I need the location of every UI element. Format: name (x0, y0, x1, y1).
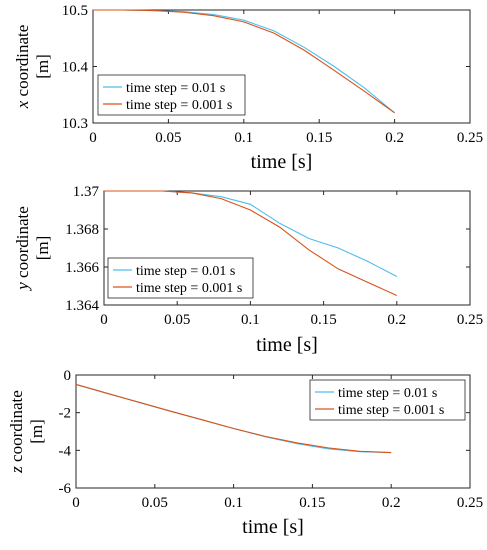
x-tick-label: 0.05 (142, 495, 168, 511)
y-axis-label-text: coordinate (13, 206, 32, 282)
x-tick-label: 0.15 (299, 495, 325, 511)
y-tick-label: 1.37 (73, 184, 100, 200)
legend-box (309, 379, 466, 421)
x-tick-label: 0.15 (306, 130, 332, 146)
x-tick-label: 0 (72, 495, 80, 511)
y-axis-label-variable: x (13, 100, 32, 109)
x-tick-label: 0.25 (457, 495, 483, 511)
legend-entry-1: time step = 0.01 s (126, 81, 225, 96)
y-tick-label: 10.4 (62, 60, 89, 76)
x-tick-label: 0.1 (241, 312, 260, 328)
chart-1: 0 0.05 0.1 0.15 0.2 0.25 10.3 10.4 10.5 time [s] x… (13, 3, 483, 173)
series-line-2 (75, 383, 392, 454)
x-tick-label: 0.2 (387, 312, 406, 328)
x-tick-label: 0 (89, 130, 97, 146)
x-tick-label: 0.15 (310, 312, 336, 328)
legend-box (97, 74, 246, 116)
y-tick-label: 1.364 (65, 298, 99, 314)
y-axis-unit: [m] (27, 419, 46, 444)
series-line-2 (93, 9, 395, 114)
y-axis-label: y coordinate (13, 206, 32, 292)
x-tick-label: 0.1 (234, 130, 253, 146)
x-axis-label: time [s] (242, 516, 304, 538)
y-tick-label: 1.368 (65, 222, 99, 238)
x-tick-label: 0 (100, 312, 108, 328)
y-axis-label-text: coordinate (7, 390, 26, 466)
x-tick-label: 0.2 (385, 130, 404, 146)
x-axis-label: time [s] (251, 151, 313, 173)
legend-entry-2: time step = 0.001 s (338, 403, 444, 418)
legend-entry-2: time step = 0.001 s (136, 281, 242, 296)
chart-3: 0 0.05 0.1 0.15 0.2 0.25 -6 -4 -2 0 time [s] z coor… (7, 368, 483, 538)
x-axis-label: time [s] (256, 334, 318, 356)
x-tick-label: 0.05 (164, 312, 190, 328)
series-line-2 (104, 190, 398, 297)
x-tick-label: 0.1 (224, 495, 243, 511)
y-tick-label: -4 (59, 443, 72, 459)
y-axis-label: z coordinate (7, 390, 26, 474)
y-tick-label: -2 (59, 406, 72, 422)
legend-entry-1: time step = 0.01 s (136, 264, 235, 279)
x-tick-label: 0.05 (155, 130, 181, 146)
y-axis-label-text: coordinate (13, 25, 32, 101)
y-tick-label: 10.3 (62, 116, 88, 132)
legend-entry-2: time step = 0.001 s (126, 98, 232, 113)
y-axis-label-variable: z (7, 466, 26, 474)
y-axis-label-variable: y (13, 282, 32, 292)
legend-box (107, 257, 254, 299)
legend-entry-1: time step = 0.01 s (338, 386, 437, 401)
x-tick-label: 0.25 (457, 130, 483, 146)
y-tick-label: 0 (64, 368, 72, 384)
chart-2: 0 0.05 0.1 0.15 0.2 0.25 1.364 1.366 1.368 1.37 ti… (13, 184, 483, 356)
y-tick-label: 10.5 (62, 3, 88, 19)
y-tick-label: 1.366 (65, 260, 99, 276)
y-axis-label: x coordinate (13, 25, 32, 110)
y-axis-unit: [m] (33, 54, 52, 79)
y-tick-label: -6 (59, 481, 72, 497)
y-axis-unit: [m] (33, 236, 52, 261)
x-tick-label: 0.25 (457, 312, 483, 328)
x-tick-label: 0.2 (382, 495, 401, 511)
